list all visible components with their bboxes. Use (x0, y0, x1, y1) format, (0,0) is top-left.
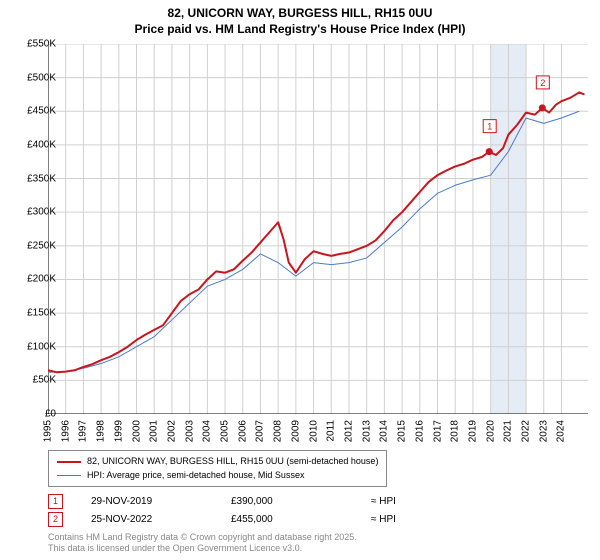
x-tick-label: 2004 (202, 420, 213, 442)
x-tick-label: 2006 (237, 420, 248, 442)
data-point-price: £455,000 (231, 514, 371, 525)
y-tick-label: £200K (11, 274, 56, 285)
x-tick-label: 2011 (326, 420, 337, 442)
x-tick-label: 2010 (308, 420, 319, 442)
y-tick-label: £100K (11, 341, 56, 352)
x-tick-label: 1997 (78, 420, 89, 442)
legend-swatch (57, 461, 81, 463)
x-tick-label: 1999 (113, 420, 124, 442)
y-tick-label: £550K (11, 39, 56, 50)
legend-swatch (57, 475, 81, 476)
x-tick-label: 2001 (149, 420, 160, 442)
data-point-date: 29-NOV-2019 (91, 496, 231, 507)
footer-line-2: This data is licensed under the Open Gov… (48, 543, 357, 554)
y-tick-label: £50K (11, 375, 56, 386)
y-tick-label: £450K (11, 106, 56, 117)
x-tick-label: 2005 (220, 420, 231, 442)
legend-label: 82, UNICORN WAY, BURGESS HILL, RH15 0UU … (87, 455, 378, 469)
y-tick-label: £0 (11, 409, 56, 420)
footer-line-1: Contains HM Land Registry data © Crown c… (48, 532, 357, 543)
x-tick-label: 2014 (379, 420, 390, 442)
x-tick-label: 2019 (467, 420, 478, 442)
y-tick-label: £350K (11, 173, 56, 184)
x-tick-label: 2013 (361, 420, 372, 442)
y-tick-label: £300K (11, 207, 56, 218)
chart-title: 82, UNICORN WAY, BURGESS HILL, RH15 0UU … (0, 0, 600, 37)
svg-text:1: 1 (487, 122, 492, 132)
x-tick-label: 1998 (96, 420, 107, 442)
y-tick-label: £400K (11, 139, 56, 150)
footer-attribution: Contains HM Land Registry data © Crown c… (48, 532, 357, 554)
y-tick-label: £150K (11, 308, 56, 319)
x-tick-label: 2008 (273, 420, 284, 442)
x-tick-label: 2017 (432, 420, 443, 442)
data-point-row: 2 25-NOV-2022£455,000≈ HPI (48, 510, 431, 528)
y-tick-label: £250K (11, 240, 56, 251)
title-line-1: 82, UNICORN WAY, BURGESS HILL, RH15 0UU (0, 6, 600, 22)
x-tick-label: 2007 (255, 420, 266, 442)
x-tick-label: 2003 (184, 420, 195, 442)
chart-container: 82, UNICORN WAY, BURGESS HILL, RH15 0UU … (0, 0, 600, 560)
chart-svg: 12 (48, 44, 588, 414)
x-tick-label: 2009 (290, 420, 301, 442)
x-tick-label: 2023 (538, 420, 549, 442)
data-point-date: 25-NOV-2022 (91, 514, 231, 525)
svg-text:2: 2 (540, 78, 545, 88)
x-tick-label: 2002 (166, 420, 177, 442)
x-tick-label: 1995 (43, 420, 54, 442)
x-tick-label: 2018 (450, 420, 461, 442)
x-tick-label: 2012 (343, 420, 354, 442)
legend-item: HPI: Average price, semi-detached house,… (57, 469, 378, 483)
data-point-marker: 1 (48, 494, 63, 509)
x-tick-label: 2024 (556, 420, 567, 442)
data-point-hpi: ≈ HPI (371, 514, 431, 525)
y-tick-label: £500K (11, 72, 56, 83)
x-tick-label: 2020 (485, 420, 496, 442)
data-point-row: 1 29-NOV-2019£390,000≈ HPI (48, 492, 431, 510)
x-tick-label: 2000 (131, 420, 142, 442)
data-point-hpi: ≈ HPI (371, 496, 431, 507)
data-point-price: £390,000 (231, 496, 371, 507)
data-points-table: 1 29-NOV-2019£390,000≈ HPI 2 25-NOV-2022£45… (48, 492, 431, 528)
x-tick-label: 2022 (521, 420, 532, 442)
title-line-2: Price paid vs. HM Land Registry's House … (0, 22, 600, 38)
x-tick-label: 1996 (60, 420, 71, 442)
x-tick-label: 2016 (414, 420, 425, 442)
legend-label: HPI: Average price, semi-detached house,… (87, 469, 304, 483)
chart-area: 12 (48, 44, 588, 414)
legend: 82, UNICORN WAY, BURGESS HILL, RH15 0UU … (48, 450, 387, 487)
legend-item: 82, UNICORN WAY, BURGESS HILL, RH15 0UU … (57, 455, 378, 469)
data-point-marker: 2 (48, 512, 63, 527)
x-tick-label: 2015 (397, 420, 408, 442)
x-tick-label: 2021 (503, 420, 514, 442)
